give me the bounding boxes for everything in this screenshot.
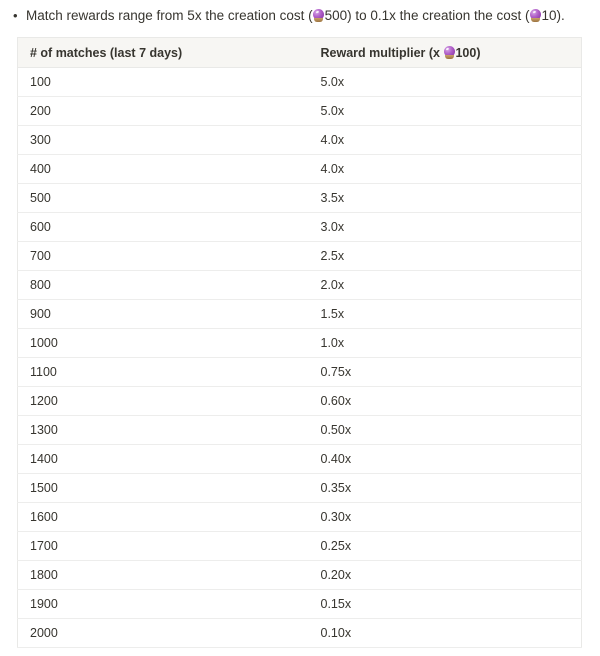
table-row: 1100 0.75x [17,357,582,387]
table-row: 500 3.5x [17,183,582,213]
column-header-matches-label: # of matches (last 7 days) [30,45,183,60]
cell-multiplier: 0.25x [308,531,582,561]
table-row: 1400 0.40x [17,444,582,474]
cell-multiplier: 0.40x [308,444,582,474]
intro-amount-2: 10 [541,8,557,23]
table-header-row: # of matches (last 7 days) Reward multip… [17,37,582,68]
cell-multiplier: 2.0x [308,270,582,300]
cell-multiplier: 0.60x [308,386,582,416]
table-row: 800 2.0x [17,270,582,300]
table-row: 100 5.0x [17,67,582,97]
table-row: 1000 1.0x [17,328,582,358]
cell-multiplier: 5.0x [308,96,582,126]
cell-matches: 1600 [17,502,309,532]
intro-amount-1: 500 [324,8,348,23]
table-row: 1800 0.20x [17,560,582,590]
cell-matches: 2000 [17,618,309,648]
cell-multiplier: 1.0x [308,328,582,358]
cell-matches: 500 [17,183,309,213]
crystal-ball-icon [443,45,455,59]
intro-segment-3: ). [556,8,565,23]
table-row: 1500 0.35x [17,473,582,503]
cell-matches: 1000 [17,328,309,358]
cell-matches: 1200 [17,386,309,416]
cell-matches: 100 [17,67,309,97]
intro-segment-2: ) to 0.1x the creation the cost ( [347,8,530,23]
cell-matches: 1400 [17,444,309,474]
cell-matches: 1100 [17,357,309,387]
table-row: 2000 0.10x [17,618,582,648]
column-header-multiplier-suffix: ) [476,45,481,60]
table-row: 1300 0.50x [17,415,582,445]
intro-bullet-item: • Match rewards range from 5x the creati… [0,0,600,25]
cell-matches: 1300 [17,415,309,445]
cell-matches: 600 [17,212,309,242]
table-row: 900 1.5x [17,299,582,329]
intro-segment-1: Match rewards range from 5x the creation… [26,8,313,23]
cell-multiplier: 0.75x [308,357,582,387]
cell-matches: 200 [17,96,309,126]
cell-multiplier: 0.15x [308,589,582,619]
cell-multiplier: 5.0x [308,67,582,97]
cell-multiplier: 0.50x [308,415,582,445]
column-header-multiplier: Reward multiplier (x 100) [308,37,582,68]
bullet-marker-icon: • [13,8,18,23]
crystal-ball-icon [530,9,542,22]
cell-matches: 1800 [17,560,309,590]
cell-multiplier: 4.0x [308,154,582,184]
cell-multiplier: 4.0x [308,125,582,155]
cell-multiplier: 0.35x [308,473,582,503]
cell-multiplier: 0.20x [308,560,582,590]
intro-text: Match rewards range from 5x the creation… [26,7,592,25]
cell-matches: 900 [17,299,309,329]
column-header-matches: # of matches (last 7 days) [17,37,309,68]
column-header-multiplier-prefix: Reward multiplier (x [320,45,444,60]
cell-multiplier: 2.5x [308,241,582,271]
cell-multiplier: 3.0x [308,212,582,242]
table-row: 1900 0.15x [17,589,582,619]
cell-multiplier: 0.30x [308,502,582,532]
cell-matches: 1500 [17,473,309,503]
cell-multiplier: 1.5x [308,299,582,329]
column-header-multiplier-amount: 100 [455,45,477,60]
table-row: 400 4.0x [17,154,582,184]
table-row: 1700 0.25x [17,531,582,561]
cell-matches: 700 [17,241,309,271]
crystal-ball-icon [313,9,325,22]
table-row: 200 5.0x [17,96,582,126]
table-row: 300 4.0x [17,125,582,155]
cell-matches: 400 [17,154,309,184]
cell-matches: 1700 [17,531,309,561]
table-header: # of matches (last 7 days) Reward multip… [17,37,582,68]
cell-multiplier: 0.10x [308,618,582,648]
rewards-table: # of matches (last 7 days) Reward multip… [17,37,582,648]
cell-multiplier: 3.5x [308,183,582,213]
table-row: 1200 0.60x [17,386,582,416]
table-row: 600 3.0x [17,212,582,242]
rewards-table-container: # of matches (last 7 days) Reward multip… [17,37,582,648]
table-row: 1600 0.30x [17,502,582,532]
cell-matches: 800 [17,270,309,300]
table-body: 100 5.0x 200 5.0x 300 4.0x 400 4.0x 500 3.5x 600 3.… [17,67,582,648]
cell-matches: 1900 [17,589,309,619]
cell-matches: 300 [17,125,309,155]
table-row: 700 2.5x [17,241,582,271]
